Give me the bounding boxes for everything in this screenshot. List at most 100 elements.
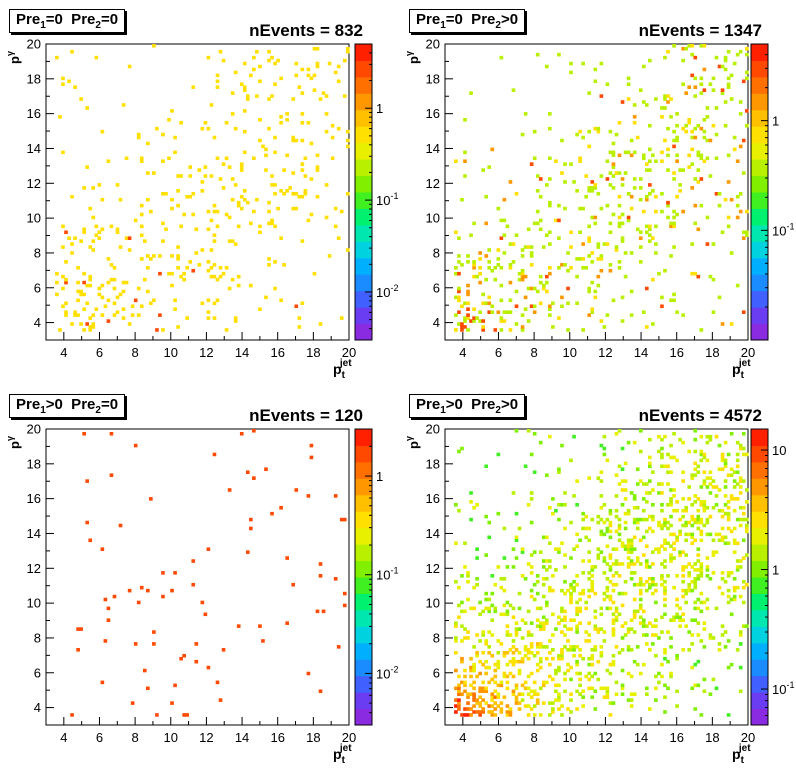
heatmap-cell	[654, 624, 658, 628]
heatmap-cell	[635, 520, 640, 525]
heatmap-cell	[541, 286, 546, 291]
heatmap-cell	[581, 704, 585, 708]
heatmap-cell	[306, 218, 311, 223]
heatmap-cell	[735, 585, 740, 590]
y-tick-label: 4	[433, 700, 440, 715]
heatmap-cell	[149, 209, 153, 214]
heatmap-cell	[91, 186, 96, 190]
heatmap-cell	[723, 503, 728, 507]
heatmap-cell	[672, 455, 676, 460]
heatmap-cell	[167, 271, 171, 276]
heatmap-cell	[535, 698, 540, 702]
heatmap-cell	[252, 67, 256, 72]
heatmap-cell	[690, 665, 695, 670]
heatmap-cell	[544, 559, 549, 563]
color-scale-segment	[355, 708, 372, 726]
heatmap-cell	[702, 505, 707, 510]
heatmap-cell	[457, 683, 461, 688]
heatmap-cell	[133, 298, 138, 303]
heatmap-cell	[502, 577, 507, 581]
heatmap-cell	[732, 147, 737, 152]
heatmap-cell	[121, 289, 126, 294]
heatmap-cell	[581, 328, 585, 332]
heatmap-cell	[590, 588, 595, 593]
heatmap-cell	[218, 274, 223, 279]
heatmap-cell	[481, 707, 485, 711]
heatmap-cell	[532, 129, 537, 134]
heatmap-cell	[690, 588, 695, 593]
heatmap-cell	[654, 251, 658, 255]
heatmap-cell	[508, 710, 513, 714]
heatmap-cell	[469, 674, 473, 679]
heatmap-cell	[690, 535, 695, 540]
heatmap-cell	[672, 245, 676, 249]
heatmap-cell	[508, 266, 513, 270]
heatmap-cell	[529, 671, 534, 676]
heatmap-cell	[608, 529, 613, 534]
heatmap-cell	[669, 618, 673, 622]
heatmap-cell	[675, 538, 679, 543]
heatmap-cell	[669, 559, 673, 563]
heatmap-cell	[264, 147, 268, 152]
heatmap-cell	[76, 298, 80, 303]
heatmap-cell	[279, 236, 283, 240]
heatmap-cell	[517, 271, 522, 276]
title-subscript: 1	[40, 405, 46, 416]
heatmap-cell	[270, 511, 274, 516]
heatmap-cell	[463, 150, 467, 155]
heatmap-cell	[732, 526, 737, 531]
heatmap-cell	[732, 541, 737, 546]
heatmap-cell	[484, 221, 489, 226]
heatmap-cell	[623, 511, 628, 516]
heatmap-cell	[669, 221, 673, 226]
heatmap-cell	[602, 630, 607, 634]
heatmap-cell	[548, 559, 552, 563]
heatmap-cell	[79, 239, 83, 243]
heatmap-cell	[303, 192, 308, 196]
heatmap-cell	[654, 653, 658, 658]
heatmap-cell	[590, 653, 595, 658]
heatmap-cell	[560, 704, 564, 708]
heatmap-cell	[675, 597, 679, 602]
heatmap-cell	[569, 698, 573, 702]
title-text: Pre	[16, 11, 41, 28]
heatmap-cell	[487, 665, 492, 670]
heatmap-cell	[584, 174, 589, 178]
heatmap-cell	[267, 58, 271, 63]
heatmap-cell	[672, 298, 676, 303]
heatmap-cell	[167, 156, 171, 161]
color-scale: 110-1	[750, 43, 794, 341]
heatmap-cell	[657, 271, 661, 276]
heatmap-cell	[705, 138, 710, 143]
heatmap-cell	[460, 446, 464, 451]
heatmap-cell	[318, 562, 323, 566]
heatmap-cell	[617, 120, 622, 125]
heatmap-cell	[544, 280, 549, 285]
heatmap-cell	[648, 514, 652, 519]
heatmap-cell	[699, 458, 704, 463]
heatmap-cell	[502, 233, 507, 237]
heatmap-cell	[617, 574, 622, 578]
heatmap-cell	[484, 689, 489, 694]
color-scale-segment	[355, 544, 372, 562]
heatmap-cell	[569, 600, 573, 605]
heatmap-cell	[469, 665, 473, 670]
heatmap-cell	[182, 713, 186, 717]
heatmap-cell	[548, 313, 552, 317]
heatmap-cell	[669, 115, 673, 119]
heatmap-cell	[499, 298, 504, 303]
heatmap-cell	[203, 165, 208, 169]
heatmap-cell	[660, 192, 664, 196]
heatmap-cell	[55, 292, 59, 297]
heatmap-cell	[529, 633, 534, 637]
heatmap-cell	[641, 482, 646, 486]
heatmap-cell	[520, 692, 525, 696]
heatmap-cell	[569, 458, 573, 463]
heatmap-cell	[669, 645, 673, 649]
heatmap-cell	[599, 470, 604, 474]
heatmap-cell	[678, 437, 682, 442]
heatmap-cell	[511, 659, 516, 664]
heatmap-cell	[152, 44, 156, 48]
heatmap-cell	[505, 565, 510, 569]
color-scale-segment	[751, 44, 768, 61]
